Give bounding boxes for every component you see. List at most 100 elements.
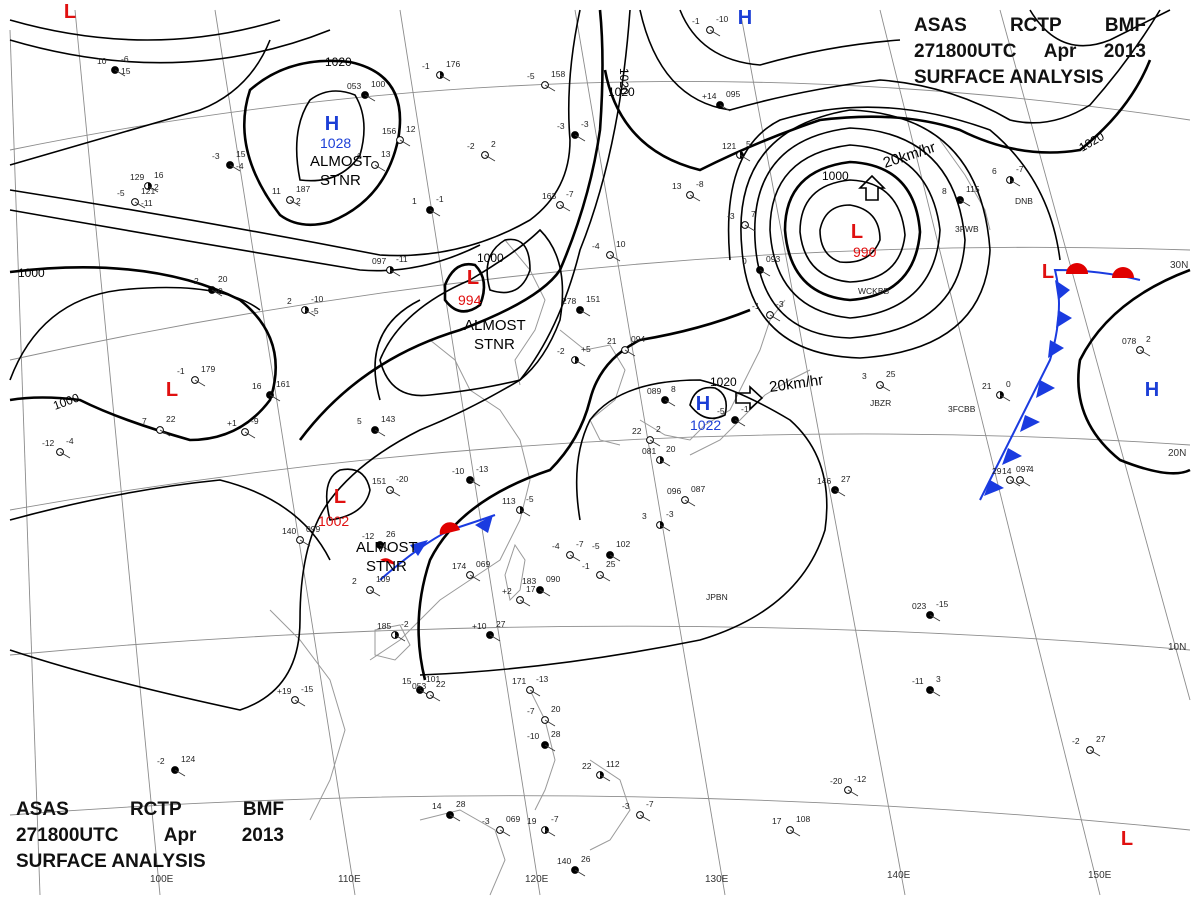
station-value: -20 bbox=[396, 474, 409, 484]
station-value: 12 bbox=[406, 124, 416, 134]
isobar bbox=[9, 9, 581, 257]
station-value: 16 bbox=[154, 170, 164, 180]
wind-barb bbox=[429, 209, 441, 217]
station-value: -5 bbox=[717, 406, 725, 416]
isobar bbox=[9, 9, 631, 711]
station-value: 14 bbox=[1002, 466, 1012, 476]
station-value: -2 bbox=[1072, 736, 1080, 746]
isobars bbox=[9, 9, 1191, 711]
wind-barb bbox=[579, 309, 591, 317]
low-pressure-symbol: L bbox=[467, 267, 479, 289]
latitude-labels: 30N 20N 10N bbox=[1168, 260, 1188, 653]
front-triangle bbox=[984, 480, 1004, 496]
longitude-label: 140E bbox=[887, 870, 911, 881]
front-triangle bbox=[1055, 280, 1070, 300]
isobar bbox=[374, 299, 421, 401]
meridian-130e bbox=[574, 9, 726, 896]
station-value: -12 bbox=[854, 774, 867, 784]
wind-barb bbox=[194, 379, 206, 387]
wind-barb bbox=[609, 554, 621, 562]
station-value: 069 bbox=[476, 559, 490, 569]
station-value: 113 bbox=[502, 496, 516, 506]
station-value: -9 bbox=[251, 416, 259, 426]
latitude-label: 10N bbox=[1168, 642, 1186, 653]
warm-front-semicircles bbox=[1066, 263, 1134, 278]
station-value: 22 bbox=[632, 426, 642, 436]
station-value: 22 bbox=[166, 414, 176, 424]
meridian-140e bbox=[739, 9, 906, 896]
isobar bbox=[9, 209, 481, 272]
station-value: -7 bbox=[551, 814, 559, 824]
wind-barb bbox=[364, 94, 376, 102]
stationary-annotation: STNR bbox=[366, 558, 407, 575]
wind-barb bbox=[159, 429, 171, 437]
station-value: 6 bbox=[357, 151, 362, 161]
parallel-30n bbox=[9, 246, 1191, 361]
wind-barb bbox=[389, 489, 401, 497]
station-symbols bbox=[56, 26, 1151, 877]
pressure-center-l-northwest: L bbox=[64, 1, 76, 23]
high-pressure-symbol: H bbox=[738, 7, 752, 29]
wind-barb bbox=[929, 614, 941, 622]
front-triangle bbox=[410, 540, 428, 556]
station-value: +5 bbox=[581, 344, 591, 354]
wind-barb bbox=[959, 199, 971, 207]
graticule bbox=[9, 9, 1191, 896]
wind-barb bbox=[469, 574, 481, 582]
station-value: -3 bbox=[581, 119, 589, 129]
station-value: 176 bbox=[446, 59, 460, 69]
station-value: -13 bbox=[476, 464, 489, 474]
isobar bbox=[679, 9, 901, 66]
wind-barb bbox=[734, 419, 746, 427]
station-value: 10 bbox=[616, 239, 626, 249]
fronts bbox=[379, 263, 1141, 581]
station-value: 143 bbox=[381, 414, 395, 424]
meridian-100e bbox=[74, 9, 161, 896]
indochina-coast bbox=[269, 609, 346, 821]
wind-barb bbox=[539, 589, 551, 597]
isobar bbox=[689, 386, 728, 420]
wind-barb bbox=[147, 185, 159, 193]
isobar bbox=[9, 29, 331, 64]
station-value: -1 bbox=[752, 301, 760, 311]
wind-barb bbox=[684, 499, 696, 507]
wind-barb bbox=[1019, 479, 1031, 487]
station-value: 081 bbox=[642, 446, 656, 456]
station-value: 096 bbox=[667, 486, 681, 496]
station-value: 20 bbox=[218, 274, 228, 284]
meridian-120e bbox=[399, 9, 541, 896]
station-value: -11 bbox=[396, 254, 408, 264]
wind-barb bbox=[1089, 749, 1101, 757]
station-value: 2 bbox=[287, 296, 292, 306]
wind-barb bbox=[499, 829, 511, 837]
station-value: 28 bbox=[551, 729, 561, 739]
station-value: 7 bbox=[751, 209, 756, 219]
station-value: +2 bbox=[502, 586, 512, 596]
pressure-center-l-pacific-se: L bbox=[1121, 828, 1133, 850]
wind-barb bbox=[59, 451, 71, 459]
station-value: 140 bbox=[557, 856, 571, 866]
pressure-center-l-pacific-east: L bbox=[1042, 261, 1054, 283]
high-pressure-symbol: H bbox=[696, 393, 710, 415]
header-product-word: ASAS bbox=[914, 15, 967, 36]
wind-barb bbox=[484, 154, 496, 162]
latitude-label: 30N bbox=[1170, 260, 1188, 271]
header-product-word: BMF bbox=[1104, 15, 1146, 36]
station-value: 22 bbox=[436, 679, 446, 689]
station-value: 108 bbox=[796, 814, 810, 824]
wind-barb bbox=[544, 744, 556, 752]
station-value: -20 bbox=[830, 776, 843, 786]
wind-barb bbox=[769, 314, 781, 322]
kamchatka-coast bbox=[939, 139, 991, 231]
wind-barb bbox=[544, 829, 556, 837]
station-value: -7 bbox=[576, 539, 584, 549]
center-pressure-value: 1022 bbox=[690, 417, 721, 433]
stationary-annotation: ALMOST bbox=[464, 317, 526, 334]
wind-barb bbox=[574, 359, 586, 367]
station-value: 121 bbox=[722, 141, 736, 151]
isobar bbox=[9, 479, 331, 561]
station-value: -10 bbox=[452, 466, 465, 476]
stationary-annotation: ALMOST bbox=[356, 539, 418, 556]
station-value: 121 bbox=[141, 186, 155, 196]
wind-barb bbox=[304, 309, 316, 317]
